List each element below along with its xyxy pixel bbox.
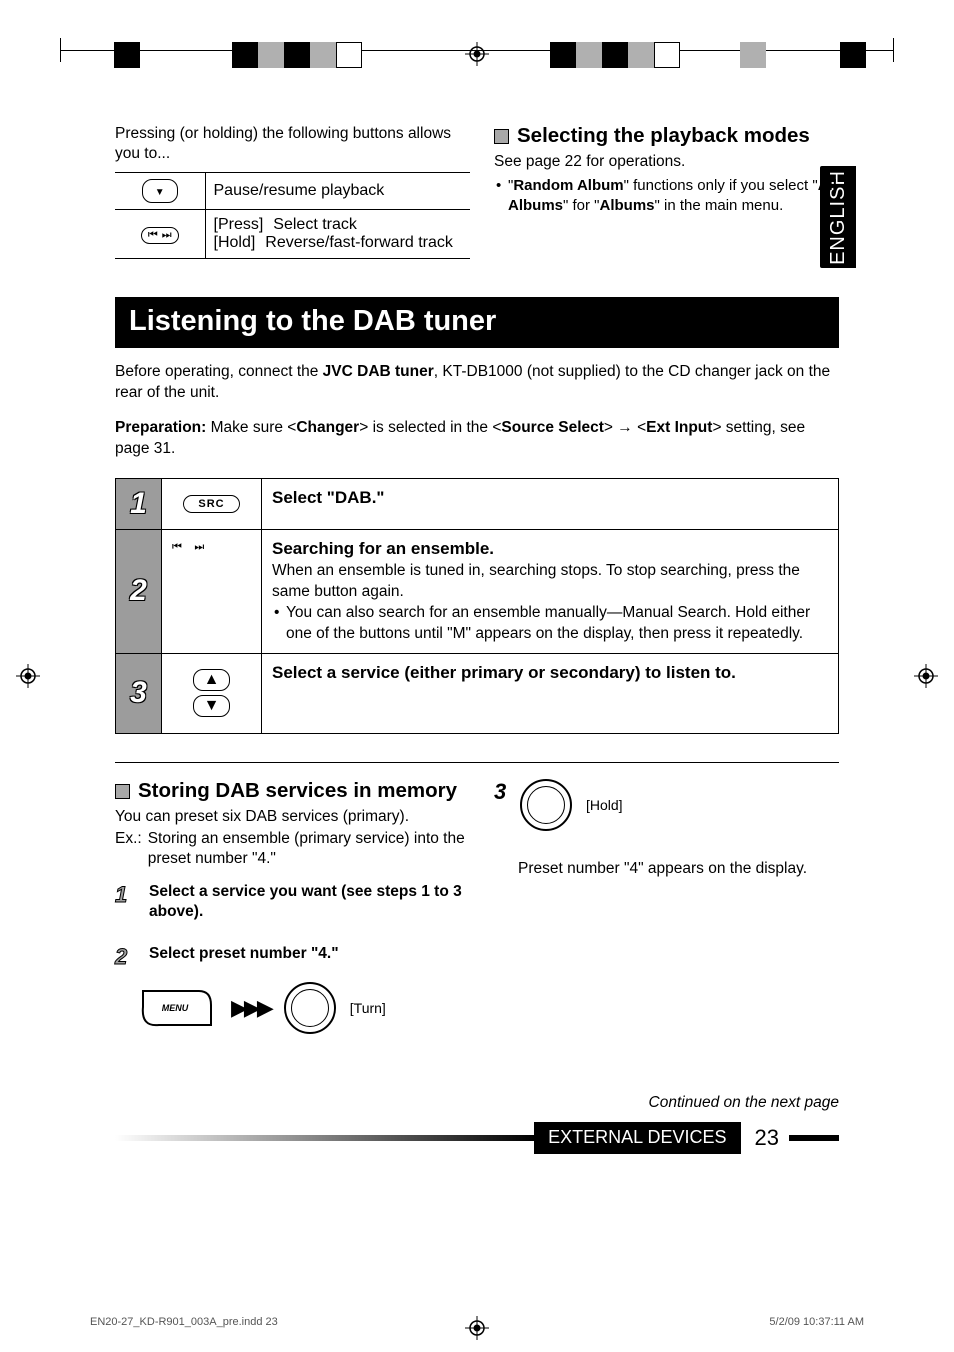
playback-bullet: "Random Album" functions only if you sel… xyxy=(508,176,839,215)
print-filename: EN20-27_KD-R901_003A_pre.indd 23 xyxy=(90,1316,278,1328)
registration-mark-left xyxy=(16,664,40,688)
divider xyxy=(115,762,839,764)
arrow-icon: ▶▶▶ xyxy=(231,995,270,1021)
step-2-line1: When an ensemble is tuned in, searching … xyxy=(272,561,828,603)
pause-action-text: Pause/resume playback xyxy=(205,173,470,210)
storing-step-1: Select a service you want (see steps 1 t… xyxy=(149,882,470,922)
playback-modes-title: Selecting the playback modes xyxy=(517,124,810,148)
hold-label: [Hold] xyxy=(586,797,623,813)
storing-title: Storing DAB services in memory xyxy=(138,779,457,803)
src-button-icon: SRC xyxy=(183,495,239,513)
step-2-bullet: You can also search for an ensemble manu… xyxy=(272,603,828,645)
section-square-icon xyxy=(494,129,509,144)
hold-action: Reverse/fast-forward track xyxy=(265,234,453,252)
storing-intro: You can preset six DAB services (primary… xyxy=(115,807,470,827)
preparation-text: Preparation: Make sure <Changer> is sele… xyxy=(115,418,839,460)
step-2-title: Searching for an ensemble. xyxy=(272,538,828,561)
storing-step-2: Select preset number "4." xyxy=(149,944,470,964)
button-actions-table: Pause/resume playback ⏮︎⏭︎ [Press] Selec… xyxy=(115,172,470,259)
menu-turn-diagram: MENU ▶▶▶ [Turn] xyxy=(139,982,470,1034)
step-1-title: Select "DAB." xyxy=(272,488,384,507)
storing-result: Preset number "4" appears on the display… xyxy=(518,859,839,879)
footer-page-number: 23 xyxy=(741,1122,789,1154)
intro-text: Pressing (or holding) the following butt… xyxy=(115,124,470,164)
inline-step-3-number: 3 xyxy=(494,779,514,805)
before-operating-text: Before operating, connect the JVC DAB tu… xyxy=(115,362,839,404)
registration-mark-bottom xyxy=(465,1316,489,1340)
print-timestamp: 5/2/09 10:37:11 AM xyxy=(769,1316,864,1328)
skip-buttons-icon: ⏮︎⏭︎ xyxy=(141,227,179,244)
registration-mark-right xyxy=(914,664,938,688)
menu-button-icon: MENU xyxy=(139,987,217,1029)
press-action: Select track xyxy=(273,216,357,234)
ex-label: Ex.: xyxy=(115,829,142,869)
crop-squares-top xyxy=(0,42,954,68)
section-square-icon xyxy=(115,784,130,799)
playback-see-page: See page 22 for operations. xyxy=(494,152,839,172)
hold-label: [Hold] xyxy=(214,234,256,252)
knob-icon xyxy=(520,779,572,831)
svg-text:MENU: MENU xyxy=(162,1003,189,1013)
skip-buttons-icon: ⏮︎ ⏭︎ xyxy=(172,542,251,560)
dab-steps-table: 1 SRC Select "DAB." 2 ⏮︎ ⏭︎ Searching fo… xyxy=(115,478,839,734)
step-2-number: 2 xyxy=(126,574,151,608)
continued-text: Continued on the next page xyxy=(115,1094,839,1112)
step-1-number: 1 xyxy=(126,487,151,521)
turn-label: [Turn] xyxy=(350,1000,386,1016)
inline-step-2-number: 2 xyxy=(115,944,135,970)
knob-icon xyxy=(284,982,336,1034)
ex-text: Storing an ensemble (primary service) in… xyxy=(148,829,470,869)
print-metadata: EN20-27_KD-R901_003A_pre.indd 23 5/2/09 … xyxy=(90,1316,864,1328)
pause-button-icon xyxy=(142,179,178,203)
inline-step-1-number: 1 xyxy=(115,882,135,908)
up-down-buttons-icon: ▲ ▼ xyxy=(172,669,251,717)
footer-section-label: EXTERNAL DEVICES xyxy=(534,1122,740,1154)
section-title-bar: Listening to the DAB tuner xyxy=(115,297,839,348)
step-3-number: 3 xyxy=(126,676,151,710)
press-label: [Press] xyxy=(214,216,264,234)
footer-bar: EXTERNAL DEVICES 23 xyxy=(115,1122,839,1154)
step-3-title: Select a service (either primary or seco… xyxy=(272,663,736,682)
